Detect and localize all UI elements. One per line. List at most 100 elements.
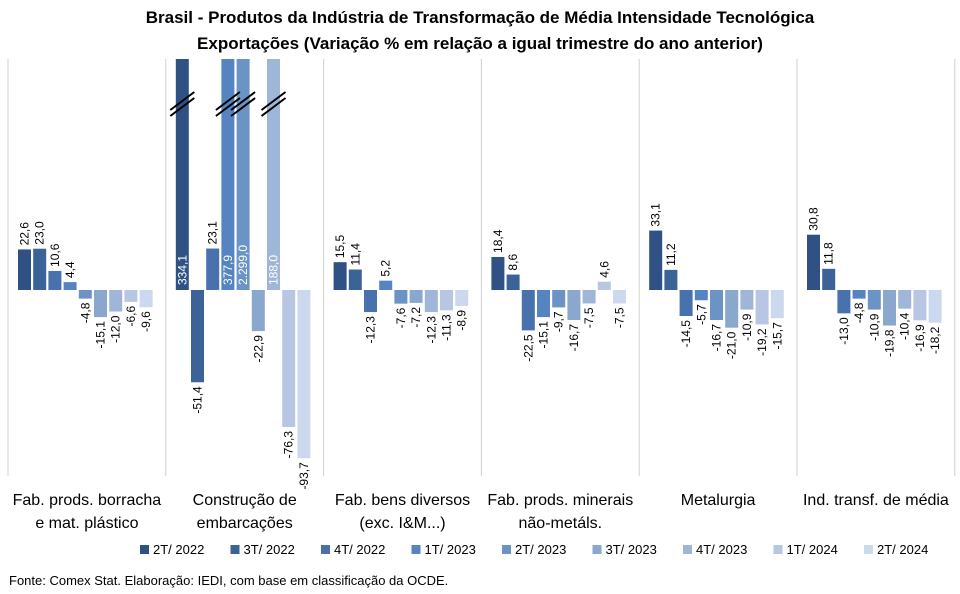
bar [409, 290, 423, 303]
bar [424, 290, 438, 313]
value-label: -12,0 [109, 315, 123, 343]
value-label: -7,5 [582, 307, 596, 328]
value-label: -14,5 [679, 320, 693, 348]
value-label: -11,3 [440, 314, 454, 341]
value-label: -9,7 [552, 311, 566, 332]
category-label: não-metáls. [519, 515, 603, 532]
legend-label: 3T/ 2023 [606, 542, 657, 557]
value-label: -7,2 [409, 307, 423, 328]
value-label: -22,5 [521, 334, 535, 362]
value-label: -15,1 [94, 321, 108, 349]
legend-label: 3T/ 2022 [244, 542, 295, 557]
bar [807, 234, 820, 290]
value-label: 188,0 [267, 255, 281, 285]
legend-swatch [864, 545, 873, 554]
bar [455, 290, 469, 306]
legend-swatch [140, 545, 149, 554]
bar [770, 290, 784, 319]
value-label: -5,7 [694, 304, 708, 325]
bar [221, 59, 235, 290]
value-label: 23,1 [206, 221, 220, 245]
break-mark [215, 97, 241, 117]
bar [206, 248, 220, 290]
bar [364, 290, 377, 313]
bar [567, 290, 581, 320]
bar [521, 290, 535, 331]
bar [282, 290, 296, 427]
value-label: -16,9 [913, 324, 927, 352]
bar [333, 262, 347, 290]
value-label: -10,9 [867, 313, 881, 341]
chart-title: Brasil - Produtos da Indústria de Transf… [146, 8, 815, 27]
bar [379, 280, 393, 290]
value-label: 33,1 [649, 203, 663, 227]
bar [251, 290, 265, 332]
bar [506, 274, 520, 290]
value-label: -4,8 [78, 302, 92, 323]
legend-swatch [230, 545, 240, 554]
break-mark [260, 97, 287, 117]
bar [913, 290, 927, 321]
break-mark [230, 91, 256, 111]
value-label: 23,0 [33, 221, 47, 245]
bar [928, 290, 942, 323]
bar [297, 290, 311, 459]
value-label: 10,6 [48, 243, 62, 267]
bar [139, 290, 153, 308]
bar [491, 256, 505, 290]
bar [582, 290, 596, 304]
bar [852, 290, 866, 299]
value-label: 4,6 [597, 261, 611, 278]
category-label: Metalurgia [681, 492, 756, 509]
bar [267, 59, 280, 290]
category-label: Ind. transf. de média [803, 492, 949, 509]
value-label: -7,5 [613, 307, 627, 328]
category-label: e mat. plástico [35, 515, 138, 532]
bar [63, 282, 77, 290]
value-label: 11,4 [348, 243, 362, 266]
value-label: -19,8 [883, 329, 897, 357]
value-label: -51,4 [191, 386, 205, 414]
value-label: -4,8 [852, 302, 866, 323]
bar [710, 290, 723, 320]
bar [725, 290, 739, 328]
bar [124, 290, 138, 302]
category-label: (exc. I&M...) [359, 515, 445, 532]
bar [867, 290, 881, 310]
legend-label: 1T/ 2024 [787, 542, 838, 557]
legend-swatch [592, 545, 602, 554]
bar [33, 248, 47, 290]
value-label: -15,7 [770, 322, 784, 350]
category-label: Fab. prods. borracha [13, 492, 162, 509]
bar [837, 290, 851, 314]
break-mark [169, 97, 195, 117]
value-label: 18,4 [491, 229, 505, 253]
legend-label: 1T/ 2023 [425, 542, 476, 557]
break-mark [230, 97, 256, 117]
bar [664, 269, 678, 290]
category-labels: Fab. prods. borracha e mat. plástico Const… [13, 492, 949, 532]
legend: 2T/ 2022 3T/ 2022 4T/ 2022 1T/ 2023 2T/ 2023… [140, 542, 928, 557]
value-label: -10,9 [740, 313, 754, 341]
break-mark [169, 91, 195, 111]
bar [883, 290, 896, 326]
value-label: -8,9 [455, 310, 469, 331]
category-label: embarcações [197, 515, 293, 532]
value-label: 11,8 [822, 242, 836, 265]
legend-swatch [321, 545, 330, 554]
bar [18, 249, 31, 290]
bar [755, 290, 769, 325]
bar [537, 290, 550, 318]
value-label: -12,3 [424, 316, 438, 344]
chart-subtitle: Exportações (Variação % em relação a igu… [197, 34, 763, 53]
bar [822, 268, 836, 290]
value-label: -9,6 [139, 311, 153, 332]
bar [440, 290, 453, 311]
category-label: Fab. prods. minerais [487, 492, 633, 509]
value-label: -21,0 [725, 331, 739, 359]
bar [597, 281, 611, 290]
legend-swatch [773, 545, 783, 554]
bar [694, 290, 708, 301]
value-label: 15,5 [333, 234, 347, 258]
